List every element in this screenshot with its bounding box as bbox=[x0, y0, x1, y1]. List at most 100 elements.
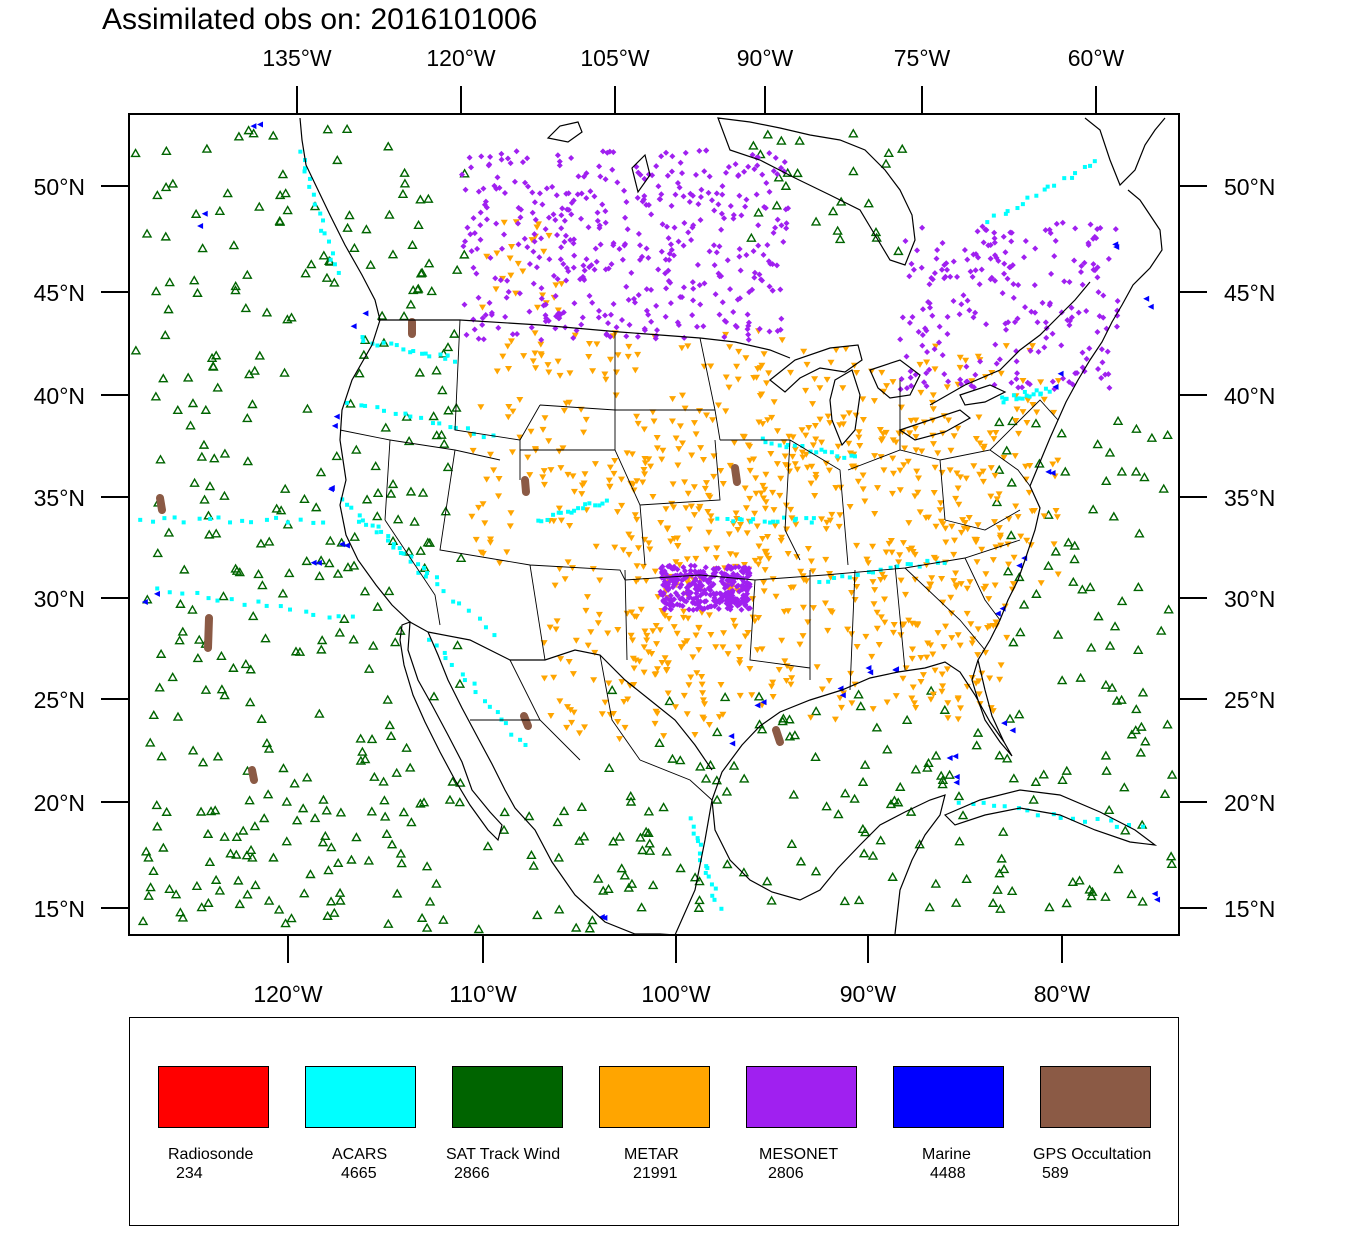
sat-track-wind-marker bbox=[454, 797, 465, 807]
sat-track-wind-marker bbox=[675, 755, 686, 765]
metar-marker bbox=[700, 457, 708, 464]
mesonet-marker bbox=[609, 166, 616, 173]
acars-marker bbox=[710, 893, 715, 898]
mesonet-marker bbox=[941, 371, 948, 378]
sat-track-wind-marker bbox=[355, 733, 366, 743]
mesonet-marker bbox=[991, 239, 998, 246]
acars-marker bbox=[691, 824, 696, 829]
metar-marker bbox=[570, 488, 578, 495]
mesonet-marker bbox=[477, 222, 484, 229]
metar-marker bbox=[726, 462, 734, 469]
metar-marker bbox=[640, 669, 648, 676]
metar-marker bbox=[906, 430, 914, 437]
metar-marker bbox=[764, 417, 772, 424]
mesonet-marker bbox=[759, 171, 766, 178]
acars-marker bbox=[311, 520, 316, 525]
mesonet-marker bbox=[602, 219, 609, 226]
metar-marker bbox=[469, 447, 477, 454]
sat-track-wind-marker bbox=[389, 637, 401, 647]
metar-marker bbox=[979, 468, 987, 475]
metar-marker bbox=[939, 521, 947, 528]
marine-marker bbox=[1016, 562, 1023, 569]
acars-marker bbox=[443, 356, 448, 361]
observation-map: 135°W 120°W 105°W 90°W 75°W 60°W 120°W 1… bbox=[34, 45, 1276, 1007]
sat-track-wind-marker bbox=[995, 903, 1006, 913]
sat-track-wind-marker bbox=[937, 774, 949, 785]
mesonet-marker bbox=[516, 290, 523, 297]
legend-count: 2806 bbox=[768, 1165, 804, 1182]
acars-marker bbox=[374, 530, 379, 535]
marine-marker bbox=[197, 222, 204, 229]
mesonet-marker bbox=[641, 327, 648, 334]
metar-marker bbox=[720, 630, 728, 637]
mesonet-marker bbox=[769, 287, 776, 294]
metar-marker bbox=[777, 537, 785, 544]
metar-marker bbox=[978, 546, 986, 553]
mesonet-marker bbox=[720, 580, 727, 587]
acars-marker bbox=[408, 414, 413, 419]
sat-track-wind-marker bbox=[158, 373, 169, 383]
legend-label: METAR bbox=[624, 1146, 679, 1163]
metar-marker bbox=[653, 666, 661, 673]
metar-marker bbox=[566, 370, 574, 377]
mesonet-marker bbox=[736, 192, 743, 199]
mesonet-marker bbox=[709, 197, 716, 204]
metar-marker bbox=[633, 413, 641, 420]
mesonet-marker bbox=[487, 254, 494, 261]
acars-marker bbox=[826, 579, 831, 584]
mesonet-marker bbox=[505, 288, 512, 295]
sat-track-wind-marker bbox=[1162, 429, 1173, 439]
sat-track-wind-marker bbox=[449, 328, 460, 338]
sat-track-wind-marker bbox=[753, 207, 764, 217]
metar-marker bbox=[956, 364, 964, 371]
metar-marker bbox=[991, 472, 999, 479]
acars-marker bbox=[264, 517, 269, 522]
metar-marker bbox=[809, 401, 817, 408]
sat-track-wind-marker bbox=[616, 863, 627, 873]
mesonet-marker bbox=[468, 164, 475, 171]
mesonet-marker bbox=[688, 237, 695, 244]
metar-marker bbox=[472, 536, 480, 543]
sat-track-wind-marker bbox=[440, 506, 451, 516]
metar-marker bbox=[896, 552, 904, 559]
acars-marker bbox=[1035, 813, 1040, 818]
metar-marker bbox=[908, 655, 916, 662]
mesonet-marker bbox=[694, 583, 701, 590]
metar-marker bbox=[836, 695, 844, 702]
sat-track-wind-marker bbox=[385, 730, 397, 740]
metar-marker bbox=[664, 690, 672, 697]
mesonet-marker bbox=[665, 235, 672, 242]
sat-track-wind-marker bbox=[363, 663, 375, 673]
mesonet-marker bbox=[1100, 292, 1107, 299]
sat-track-wind-marker bbox=[323, 865, 334, 875]
metar-marker bbox=[571, 332, 579, 339]
sat-track-wind-marker bbox=[216, 650, 227, 660]
acars-marker bbox=[420, 351, 425, 356]
acars-marker bbox=[228, 520, 233, 525]
metar-marker bbox=[930, 489, 938, 496]
sat-track-wind-marker bbox=[187, 398, 199, 408]
sat-track-wind-marker bbox=[950, 897, 962, 907]
sat-track-wind-marker bbox=[654, 737, 665, 747]
mesonet-marker bbox=[587, 188, 594, 195]
mesonet-marker bbox=[734, 571, 741, 578]
mesonet-marker bbox=[664, 172, 671, 179]
sat-track-wind-marker bbox=[996, 853, 1007, 863]
mesonet-marker bbox=[931, 270, 938, 277]
sat-track-wind-marker bbox=[170, 889, 182, 899]
sat-track-wind-marker bbox=[604, 762, 615, 772]
sat-track-wind-marker bbox=[155, 648, 167, 658]
mesonet-marker bbox=[972, 267, 979, 274]
marine-marker bbox=[1143, 295, 1150, 302]
metar-marker bbox=[582, 607, 590, 614]
acars-marker bbox=[393, 411, 398, 416]
metar-marker bbox=[777, 475, 785, 482]
metar-marker bbox=[823, 376, 831, 383]
sat-track-wind-marker bbox=[151, 800, 162, 810]
metar-marker bbox=[585, 353, 593, 360]
sat-track-wind-marker bbox=[334, 887, 346, 897]
mesonet-marker bbox=[628, 269, 635, 276]
mesonet-marker bbox=[623, 199, 630, 206]
mesonet-marker bbox=[1095, 289, 1102, 296]
metar-marker bbox=[859, 486, 867, 493]
